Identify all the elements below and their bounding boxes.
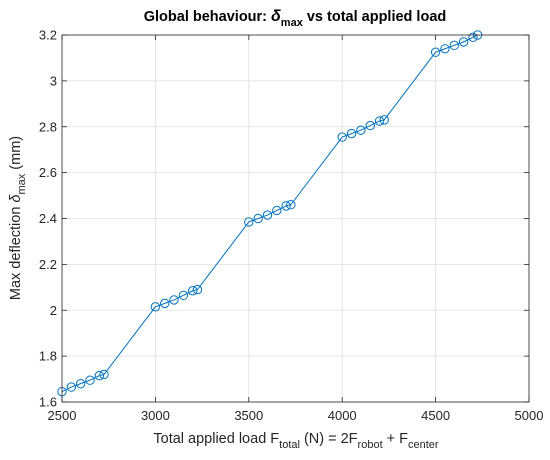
data-point-marker [286, 200, 296, 210]
data-point-marker [281, 201, 291, 211]
data-point-marker [449, 40, 459, 51]
plot-area [57, 30, 530, 403]
x-tick-label: 4000 [328, 408, 357, 423]
data-point-marker [365, 120, 375, 131]
data-point-marker [94, 370, 105, 381]
data-point-marker [458, 37, 469, 47]
data-point-marker [85, 375, 95, 385]
data-point-marker [192, 284, 203, 295]
data-point-marker [440, 44, 450, 54]
y-tick-label: 1.6 [39, 395, 57, 410]
data-point-marker [150, 302, 161, 312]
data-point-marker [262, 210, 273, 220]
x-axis-label: Total applied load Ftotal (N) = 2Frobot … [153, 431, 439, 451]
x-tick-label: 3500 [234, 408, 263, 423]
data-point-marker [346, 128, 357, 139]
data-point-marker [188, 286, 198, 296]
y-tick-label: 2.8 [39, 119, 57, 134]
data-point-marker [244, 217, 254, 227]
data-point-marker [272, 205, 282, 216]
y-tick-label: 1.8 [39, 349, 57, 364]
chart-title: Global behaviour: δmax vs total applied … [144, 8, 447, 29]
data-point-marker [66, 382, 77, 392]
y-tick-label: 2.4 [39, 211, 57, 226]
x-tick-labels: 2500 3000 3500 4000 4500 5000 [48, 408, 544, 423]
data-point-marker [99, 369, 109, 380]
y-tick-label: 2.2 [39, 257, 57, 272]
data-point-marker [374, 116, 385, 126]
y-tick-label: 2.6 [39, 165, 57, 180]
data-point-marker [160, 298, 170, 309]
y-axis-label: Max deflection δmax (mm) [8, 136, 28, 300]
data-point-marker [253, 213, 263, 224]
series-markers [57, 30, 483, 397]
data-point-marker [337, 132, 347, 142]
data-point-marker [430, 47, 441, 57]
y-tick-label: 3 [50, 73, 57, 88]
data-point-marker [379, 115, 389, 125]
x-tick-label: 5000 [515, 408, 544, 423]
data-point-marker [356, 125, 366, 135]
data-point-marker [468, 32, 478, 42]
x-tick-label: 4500 [421, 408, 450, 423]
y-tick-label: 2 [50, 303, 57, 318]
data-point-marker [75, 378, 86, 389]
x-tick-label: 2500 [48, 408, 77, 423]
axis-ticks [61, 34, 530, 403]
y-tick-labels: 1.6 1.8 2 2.2 2.4 2.6 2.8 3 3.2 [39, 28, 57, 410]
x-tick-label: 3000 [141, 408, 170, 423]
data-point-marker [178, 290, 189, 301]
y-tick-label: 3.2 [39, 28, 57, 43]
data-point-marker [169, 295, 179, 305]
